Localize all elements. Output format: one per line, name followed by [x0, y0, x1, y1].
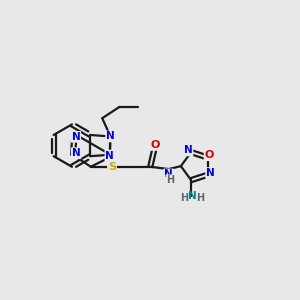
Text: N: N: [206, 168, 215, 178]
Text: O: O: [205, 150, 214, 160]
Text: N: N: [71, 132, 80, 142]
Text: H: H: [181, 193, 189, 203]
Text: N: N: [184, 146, 193, 155]
Text: N: N: [188, 191, 197, 201]
Text: S: S: [108, 162, 116, 172]
Text: H: H: [166, 175, 174, 185]
Text: N: N: [164, 169, 173, 179]
Text: N: N: [106, 131, 115, 142]
Text: N: N: [105, 151, 114, 160]
Text: H: H: [196, 193, 204, 203]
Text: N: N: [72, 148, 80, 158]
Text: O: O: [150, 140, 159, 150]
